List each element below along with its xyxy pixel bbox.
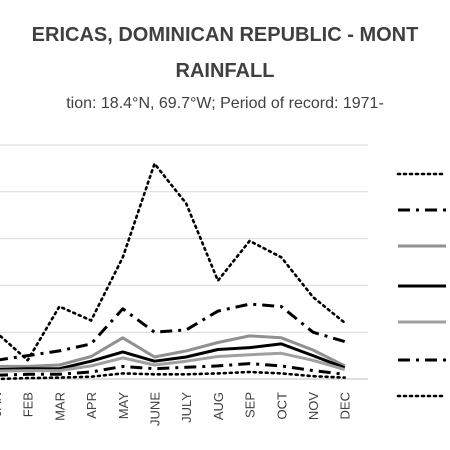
series-line-2 bbox=[0, 302, 346, 362]
x-tick-label: SEP bbox=[243, 392, 258, 418]
chart-title-line-2: RAINFALL bbox=[175, 60, 275, 82]
x-tick-label: AUG bbox=[211, 392, 226, 420]
x-tick-label: OCT bbox=[274, 392, 289, 420]
chart-title-line-1: ERICAS, DOMINICAN REPUBLIC - MONT bbox=[31, 24, 419, 46]
x-tick-label: MAR bbox=[52, 392, 67, 421]
series-line-7 bbox=[0, 370, 346, 381]
x-tick-label: JUNE bbox=[148, 392, 163, 426]
series-line-4 bbox=[0, 342, 346, 371]
x-tick-label: JULY bbox=[179, 392, 194, 423]
x-tick-label: MAY bbox=[116, 392, 131, 420]
x-tick-label: DEC bbox=[338, 392, 353, 419]
x-tick-label: JAN bbox=[0, 392, 4, 417]
series-line-1 bbox=[0, 162, 346, 362]
series-line-5 bbox=[0, 351, 346, 373]
series-line-6 bbox=[0, 362, 345, 377]
x-tick-label: FEB bbox=[21, 392, 36, 417]
x-tick-label: APR bbox=[84, 392, 99, 419]
x-tick-label: NOV bbox=[306, 392, 321, 421]
series-line-3 bbox=[0, 334, 346, 368]
chart-subtitle: tion: 18.4°N, 69.7°W; Period of record: … bbox=[66, 95, 384, 112]
